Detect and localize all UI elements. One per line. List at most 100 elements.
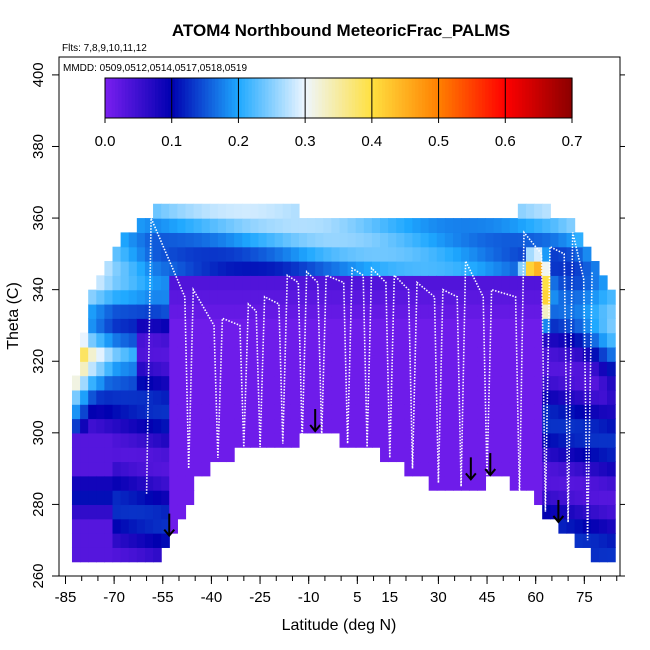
- heatmap-cell: [371, 389, 381, 405]
- heatmap-cell: [290, 404, 300, 420]
- colorbar-swatch: [198, 78, 203, 118]
- colorbar-swatch: [455, 78, 460, 118]
- heatmap-cell: [550, 361, 559, 377]
- heatmap-cell: [461, 246, 470, 262]
- heatmap-cell: [234, 375, 243, 391]
- x-axis-label: Latitude (deg N): [282, 617, 397, 634]
- heatmap-cell: [566, 303, 576, 319]
- heatmap-cell: [469, 389, 478, 405]
- heatmap-cell: [193, 418, 203, 434]
- heatmap-cell: [80, 346, 89, 362]
- colorbar-tick-label: 0.5: [428, 133, 449, 150]
- heatmap-cell: [590, 361, 600, 377]
- heatmap-cell: [598, 533, 608, 548]
- heatmap-cell: [161, 303, 170, 319]
- heatmap-cell: [371, 332, 381, 348]
- heatmap-cell: [517, 389, 527, 405]
- heatmap-cell: [266, 275, 276, 291]
- heatmap-cell: [136, 461, 146, 477]
- x-tick-label: 75: [576, 589, 593, 606]
- heatmap-cell: [347, 418, 357, 434]
- heatmap-cell: [420, 289, 430, 305]
- heatmap-cell: [469, 332, 478, 348]
- x-tick-label: -70: [103, 589, 125, 606]
- colorbar-swatch: [401, 78, 406, 118]
- heatmap-cell: [598, 332, 608, 348]
- heatmap-cell: [590, 375, 600, 391]
- colorbar-swatch: [445, 78, 450, 118]
- heatmap-cell: [136, 246, 146, 262]
- heatmap-cell: [307, 261, 316, 276]
- heatmap-cell: [509, 404, 519, 420]
- heatmap-cell: [501, 303, 511, 319]
- heatmap-cell: [550, 447, 559, 463]
- heatmap-cell: [128, 318, 138, 334]
- heatmap-cell: [566, 289, 576, 305]
- heatmap-cell: [590, 432, 600, 448]
- heatmap-cell: [169, 275, 178, 291]
- heatmap-cell: [363, 318, 373, 334]
- heatmap-cell: [404, 447, 414, 463]
- heatmap-cell: [534, 432, 543, 448]
- heatmap-cell: [444, 418, 454, 434]
- heatmap-cell: [104, 518, 114, 534]
- heatmap-cell: [582, 447, 592, 463]
- heatmap-cell: [525, 303, 535, 319]
- heatmap-cell: [266, 232, 276, 248]
- heatmap-cell: [144, 461, 154, 477]
- heatmap-cell: [371, 303, 381, 319]
- heatmap-cell: [355, 404, 365, 420]
- heatmap-cell: [290, 375, 300, 391]
- heatmap-cell: [104, 447, 114, 463]
- heatmap-cell: [104, 261, 114, 276]
- heatmap-cell: [485, 418, 495, 434]
- heatmap-cell: [128, 389, 138, 405]
- heatmap-cell: [282, 275, 292, 291]
- heatmap-cell: [88, 490, 97, 506]
- heatmap-cell: [404, 346, 414, 362]
- heatmap-cell: [323, 218, 332, 233]
- colorbar-swatch: [461, 78, 466, 118]
- heatmap-cell: [282, 318, 292, 334]
- heatmap-cell: [582, 533, 592, 548]
- heatmap-cell: [607, 547, 616, 563]
- heatmap-cell: [590, 475, 600, 491]
- heatmap-cell: [250, 246, 260, 262]
- heatmap-cell: [598, 447, 608, 463]
- heatmap-cell: [436, 232, 446, 248]
- heatmap-cell: [96, 533, 105, 548]
- heatmap-cell: [396, 246, 405, 262]
- heatmap-cell: [250, 289, 260, 305]
- heatmap-cell: [598, 318, 608, 334]
- heatmap-cell: [153, 246, 162, 262]
- heatmap-cell: [258, 275, 268, 291]
- heatmap-cell: [242, 418, 251, 434]
- colorbar-swatch: [151, 78, 156, 118]
- heatmap-cell: [193, 432, 203, 448]
- heatmap-cell: [493, 246, 503, 262]
- heatmap-cell: [250, 232, 260, 248]
- heatmap-cell: [428, 303, 438, 319]
- heatmap-cell: [598, 289, 608, 305]
- heatmap-cell: [534, 389, 543, 405]
- heatmap-cell: [71, 475, 81, 491]
- heatmap-cell: [420, 447, 430, 463]
- heatmap-cell: [177, 261, 187, 276]
- heatmap-cell: [274, 218, 284, 233]
- heatmap-cell: [161, 490, 170, 506]
- colorbar-swatch: [405, 78, 410, 118]
- heatmap-cell: [177, 504, 187, 520]
- heatmap-cell: [282, 389, 292, 405]
- heatmap-cell: [282, 432, 292, 448]
- heatmap-cell: [323, 346, 332, 362]
- heatmap-cell: [509, 218, 519, 233]
- heatmap-cell: [120, 461, 130, 477]
- heatmap-cell: [266, 246, 276, 262]
- heatmap-cell: [339, 246, 349, 262]
- colorbar-swatch: [238, 78, 243, 118]
- heatmap-cell: [96, 289, 105, 305]
- heatmap-cell: [144, 504, 154, 520]
- heatmap-cell: [112, 518, 122, 534]
- heatmap-cell: [444, 218, 454, 233]
- heatmap-cell: [598, 432, 608, 448]
